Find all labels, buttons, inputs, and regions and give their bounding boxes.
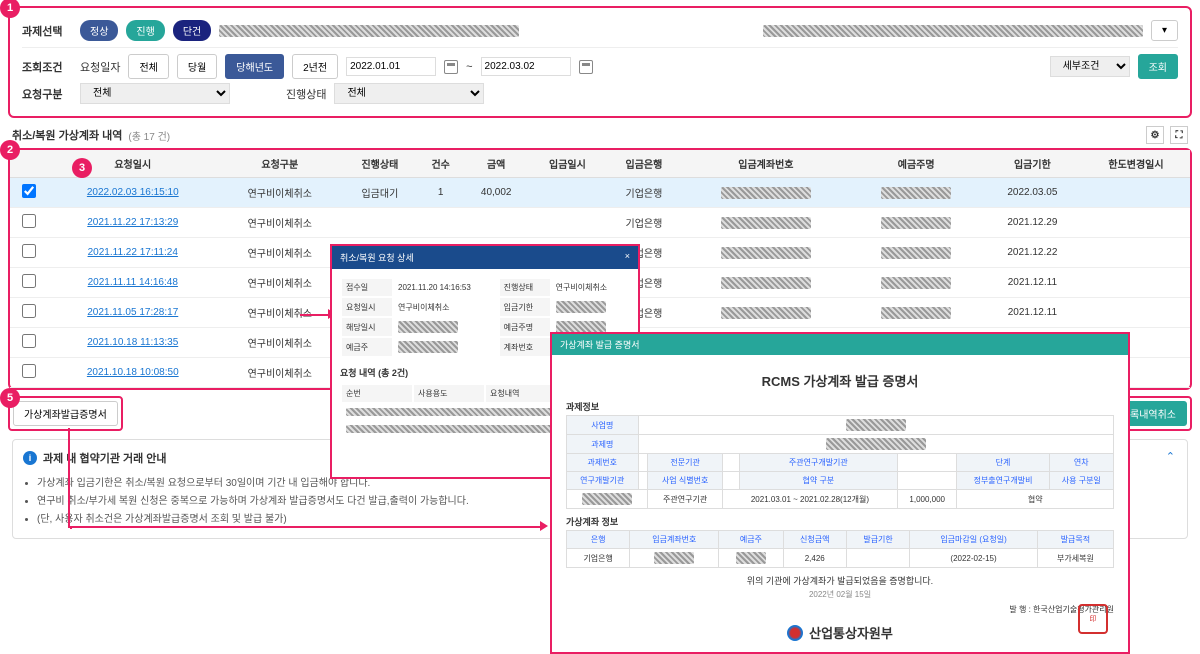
datetime-link[interactable]: 2021.10.18 11:13:35 <box>87 337 178 348</box>
ministry-logo <box>787 625 803 641</box>
collapse-icon[interactable]: ⌃ <box>1166 450 1175 463</box>
close-icon[interactable]: × <box>625 251 630 264</box>
table-title: 취소/복원 가상계좌 내역 <box>12 127 122 143</box>
col-header: 요청구분 <box>218 150 342 178</box>
marker-3: 3 <box>72 158 92 178</box>
status-label: 진행상태 <box>286 86 326 102</box>
marker-2: 2 <box>0 140 20 160</box>
pill-progress[interactable]: 진행 <box>126 20 164 41</box>
cert-note: 위의 기관에 가상계좌가 발급되었음을 증명합니다. <box>566 574 1114 587</box>
modal1-title: 취소/복원 요청 상세 <box>340 251 414 264</box>
cond-label: 조회조건 <box>22 59 72 75</box>
row-checkbox[interactable] <box>22 244 36 258</box>
datetime-link[interactable]: 2022.02.03 16:15:10 <box>87 187 179 198</box>
period-month[interactable]: 당월 <box>177 54 217 79</box>
info-icon: i <box>23 451 37 465</box>
datetime-link[interactable]: 2021.11.11 14:16:48 <box>88 277 178 288</box>
marker-1: 1 <box>0 0 20 18</box>
row-checkbox[interactable] <box>22 274 36 288</box>
expand-icon[interactable]: ⛶ <box>1170 126 1188 144</box>
modal2-header: 가상계좌 발급 증명서 <box>552 334 1128 355</box>
col-header: 입금계좌번호 <box>682 150 849 178</box>
pill-normal[interactable]: 정상 <box>80 20 118 41</box>
period-2yr[interactable]: 2년전 <box>292 54 338 79</box>
period-all[interactable]: 전체 <box>128 54 168 79</box>
info-title: 과제 내 협약기관 거래 안내 <box>43 450 167 466</box>
ministry-name: 산업통상자원부 <box>809 623 893 642</box>
col-header: 진행상태 <box>342 150 419 178</box>
dropdown-toggle[interactable]: ▾ <box>1151 20 1178 41</box>
cert-modal: 가상계좌 발급 증명서 RCMS 가상계좌 발급 증명서 과제정보 사업명 과제… <box>550 332 1130 654</box>
redacted-text <box>763 25 1143 37</box>
cert-button[interactable]: 가상계좌발급증명서 <box>13 401 118 426</box>
row-checkbox[interactable] <box>22 214 36 228</box>
col-header: 입금일시 <box>529 150 606 178</box>
req-type-select[interactable]: 전체 <box>80 83 230 104</box>
calendar-icon[interactable] <box>444 60 458 74</box>
date-from[interactable] <box>346 57 436 76</box>
calendar-icon[interactable] <box>579 60 593 74</box>
table-row[interactable]: 2021.11.22 17:13:29 연구비이체취소 기업은행 2021.12… <box>10 208 1190 238</box>
redacted-text <box>219 25 519 37</box>
detail-cond-select[interactable]: 세부조건 <box>1050 56 1130 77</box>
cert-title: RCMS 가상계좌 발급 증명서 <box>566 371 1114 390</box>
table-row[interactable]: 2022.02.03 16:15:10 연구비이체취소입금대기140,002 기… <box>10 178 1190 208</box>
datetime-link[interactable]: 2021.11.22 17:13:29 <box>87 217 178 228</box>
col-header: 금액 <box>463 150 529 178</box>
row-checkbox[interactable] <box>22 304 36 318</box>
date-to[interactable] <box>481 57 571 76</box>
search-button[interactable]: 조회 <box>1138 54 1178 79</box>
marker-5: 5 <box>0 388 20 408</box>
status-select[interactable]: 전체 <box>334 83 484 104</box>
settings-icon[interactable]: ⚙ <box>1146 126 1164 144</box>
row-checkbox[interactable] <box>22 184 36 198</box>
col-header: 건수 <box>418 150 463 178</box>
table-count: (총 17 건) <box>128 128 170 143</box>
req-type-label: 요청구분 <box>22 86 72 102</box>
col-header: 한도변경일시 <box>1082 150 1190 178</box>
period-year[interactable]: 당해년도 <box>225 54 284 79</box>
pill-single[interactable]: 단건 <box>173 20 211 41</box>
col-header: 입금기한 <box>983 150 1082 178</box>
col-header: 예금주명 <box>850 150 983 178</box>
row-checkbox[interactable] <box>22 364 36 378</box>
datetime-link[interactable]: 2021.11.22 17:11:24 <box>88 247 178 258</box>
datetime-link[interactable]: 2021.10.18 10:08:50 <box>87 367 179 378</box>
col-header: 입금은행 <box>606 150 683 178</box>
task-select-label: 과제선택 <box>22 23 72 39</box>
stamp-icon: 印 <box>1078 604 1108 634</box>
row-checkbox[interactable] <box>22 334 36 348</box>
datetime-link[interactable]: 2021.11.05 17:28:17 <box>87 307 178 318</box>
req-date-label: 요청일자 <box>80 59 120 75</box>
